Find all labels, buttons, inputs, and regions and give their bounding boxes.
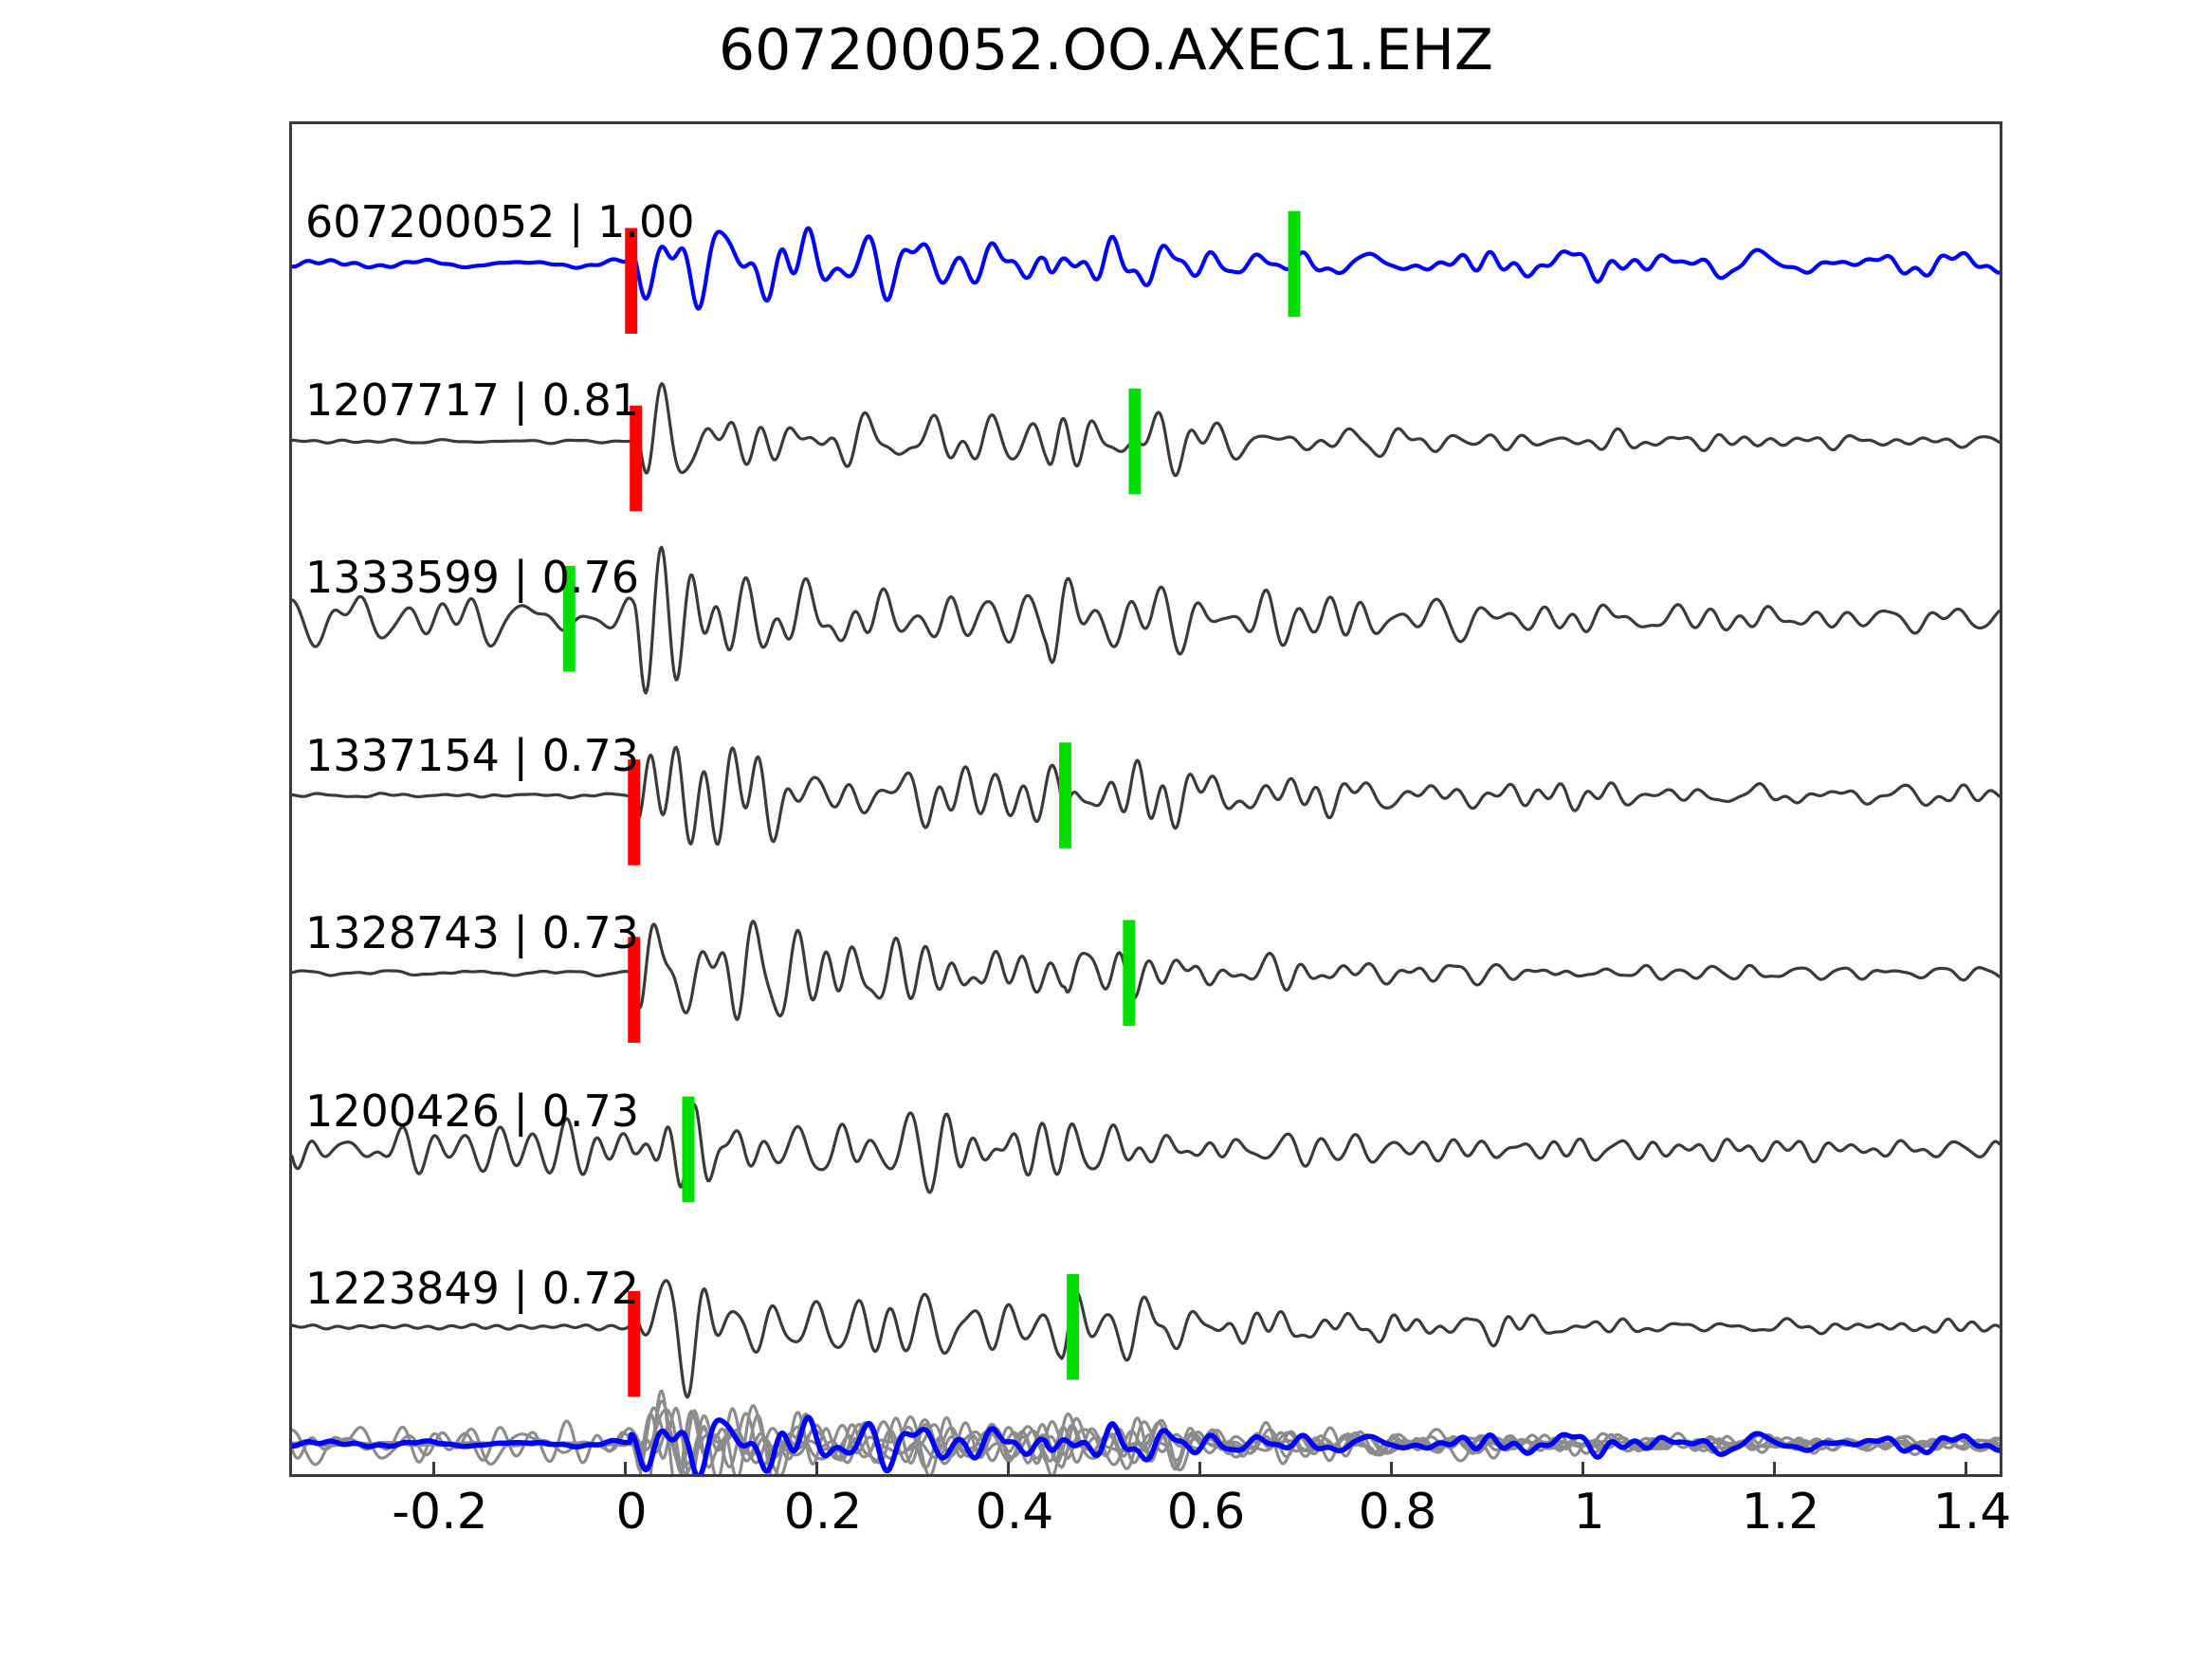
xtick-mark-3 <box>1007 1462 1011 1477</box>
waveform-1333599 <box>292 545 2000 695</box>
p-pick-marker-1328743 <box>628 937 641 1043</box>
waveform-1337154 <box>292 745 2000 847</box>
xtick-label-2: 0.2 <box>783 1484 863 1540</box>
xtick-label-1: 0 <box>615 1484 648 1540</box>
waveform-svg <box>292 210 2000 1474</box>
s-pick-marker-607200052 <box>1288 210 1301 318</box>
xtick-mark-6 <box>1581 1462 1584 1477</box>
xtick-mark-7 <box>1772 1462 1776 1477</box>
waveform-1328743 <box>292 920 2000 1022</box>
xtick-label-4: 0.6 <box>1166 1484 1246 1540</box>
xtick-label-5: 0.8 <box>1358 1484 1437 1540</box>
s-pick-marker-1207717 <box>1128 388 1142 495</box>
plot-area <box>289 121 2002 1477</box>
xtick-label-6: 1 <box>1573 1484 1605 1540</box>
p-pick-marker-607200052 <box>625 228 638 335</box>
xtick-label-3: 0.4 <box>975 1484 1054 1540</box>
waveform-1200426 <box>292 1103 2000 1194</box>
s-pick-marker-1223849 <box>1067 1273 1080 1380</box>
trace-row-1333599 <box>292 545 2000 695</box>
trace-row-1200426 <box>292 1103 2000 1194</box>
trace-label-5: 1200426 | 0.73 <box>305 1085 640 1137</box>
page-title: 607200052.OO.AXEC1.EHZ <box>718 17 1494 83</box>
p-pick-marker-1207717 <box>630 405 643 512</box>
waveform-1223849 <box>292 1279 2000 1399</box>
s-pick-marker-1333599 <box>562 566 576 672</box>
xtick-mark-5 <box>1389 1462 1393 1477</box>
trace-label-3: 1337154 | 0.73 <box>305 730 640 781</box>
stack-template-trace <box>292 1414 2000 1474</box>
xtick-label-7: 1.2 <box>1741 1484 1820 1540</box>
trace-row-1328743 <box>292 920 2000 1022</box>
xtick-mark-0 <box>432 1462 436 1477</box>
p-pick-marker-1223849 <box>628 1290 641 1397</box>
xtick-label-8: 1.4 <box>1932 1484 2012 1540</box>
trace-row-1207717 <box>292 382 2000 478</box>
s-pick-marker-1337154 <box>1059 742 1071 848</box>
xtick-mark-8 <box>1964 1462 1967 1477</box>
trace-label-4: 1328743 | 0.73 <box>305 907 640 958</box>
p-pick-marker-1337154 <box>628 759 641 866</box>
xtick-mark-2 <box>815 1462 819 1477</box>
s-pick-marker-1328743 <box>1123 920 1136 1026</box>
xtick-mark-1 <box>624 1462 628 1477</box>
waveform-607200052 <box>292 226 2000 311</box>
trace-row-1223849 <box>292 1279 2000 1399</box>
xtick-mark-4 <box>1198 1462 1202 1477</box>
xtick-label-0: -0.2 <box>392 1484 488 1540</box>
trace-label-2: 1333599 | 0.76 <box>305 552 640 603</box>
waveform-1207717 <box>292 382 2000 478</box>
trace-row-1337154 <box>292 745 2000 847</box>
s-pick-marker-1200426 <box>682 1096 695 1203</box>
stack-overlay-group <box>292 1389 2000 1474</box>
trace-label-6: 1223849 | 0.72 <box>305 1263 640 1314</box>
trace-label-0: 607200052 | 1.00 <box>305 196 695 247</box>
trace-label-1: 1207717 | 0.81 <box>305 374 640 426</box>
trace-row-607200052 <box>292 226 2000 311</box>
